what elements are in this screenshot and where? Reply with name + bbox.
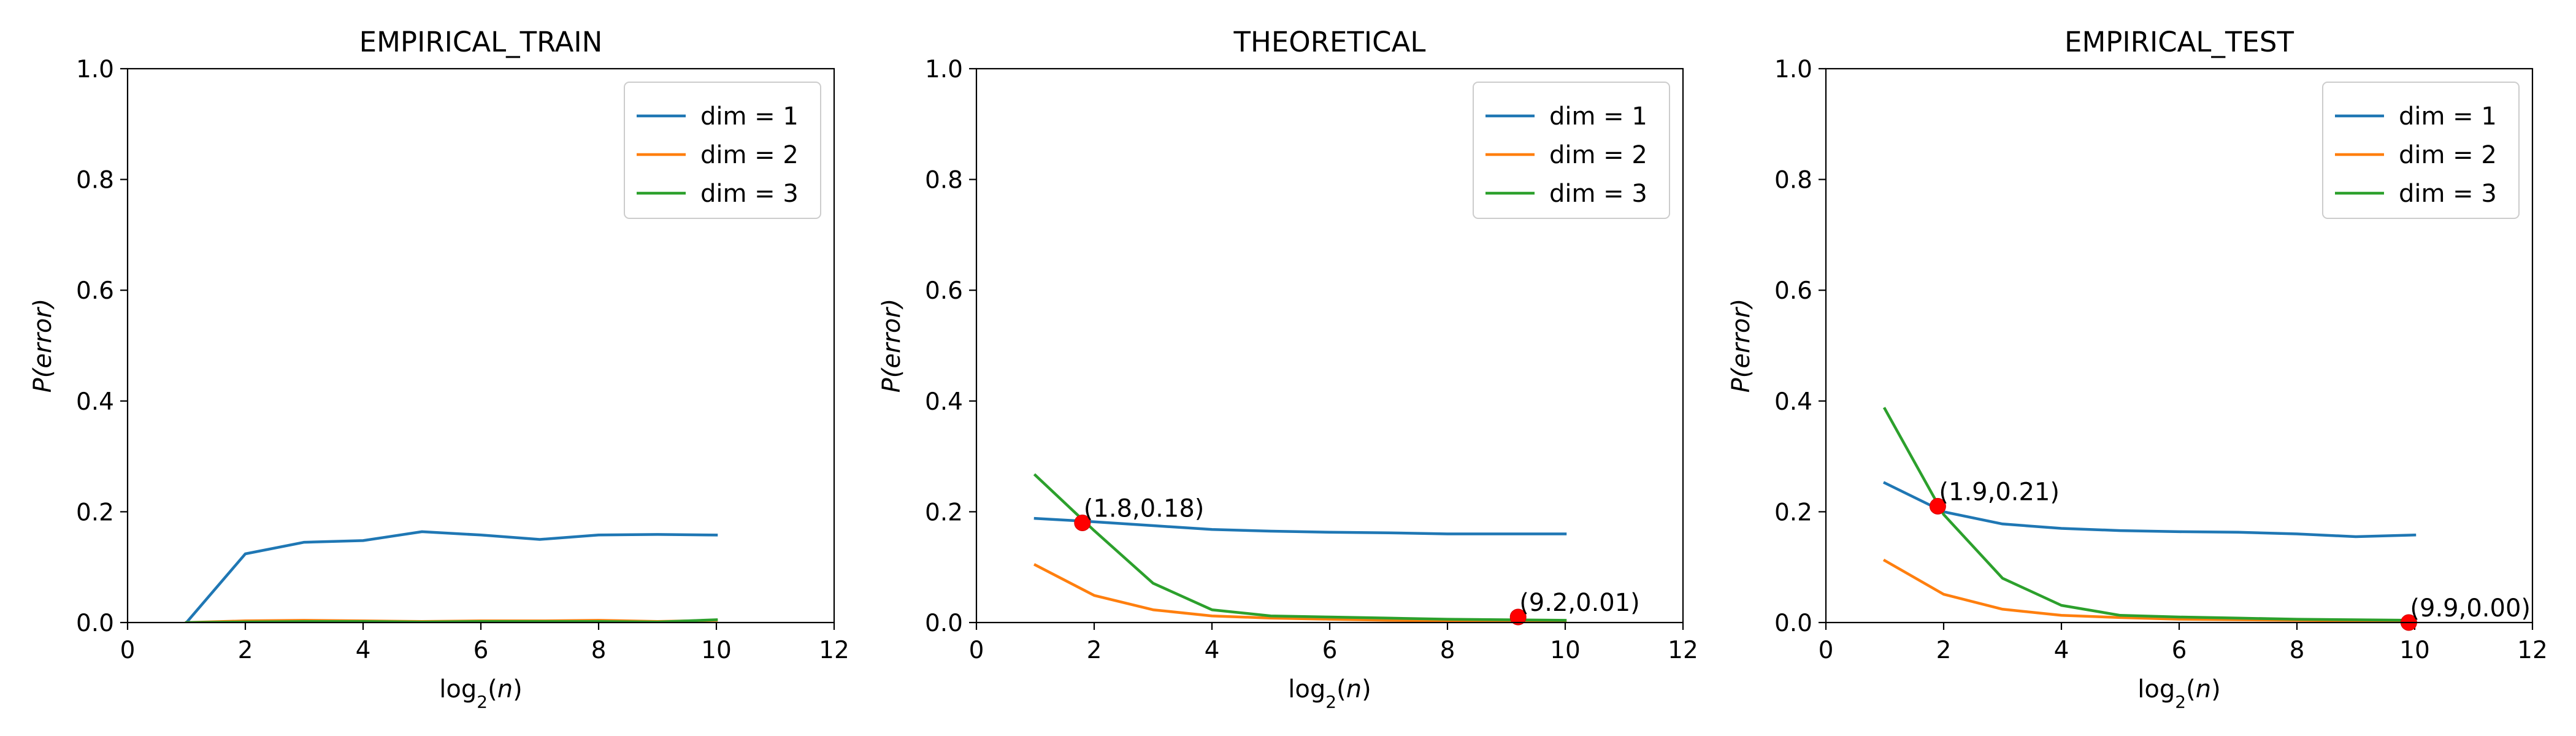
legend-label: dim = 2 [1549,141,1647,169]
annotation-point [1074,514,1091,531]
y-tick-label: 0.8 [76,167,114,194]
x-tick-label: 12 [2517,637,2548,664]
annotation-label: (1.9,0.21) [1939,478,2060,506]
y-tick-label: 0.8 [925,167,963,194]
x-tick-label: 10 [1550,637,1581,664]
x-tick-label: 4 [1205,637,1220,664]
chart-panel-3: EMPIRICAL_TEST 0 2 4 6 8 10 12 0.0 0.2 0.4 0.6 0.8 1.… [1727,26,2548,712]
annotation-point [1509,608,1527,626]
x-tick-label: 4 [356,637,371,664]
x-tick-label: 10 [2399,637,2430,664]
legend-label: dim = 2 [700,141,799,169]
y-axis-label: P(error) [29,299,57,393]
plot-area [185,530,718,623]
y-axis-label: P(error) [1727,299,1755,393]
x-axis-label: log2(n) [439,675,522,712]
series-line-3 [185,618,718,623]
chart-panel-1: EMPIRICAL_TRAIN 0 2 4 6 8 10 12 0.0 0.2 0.4 0.6 0.8 1… [29,26,849,712]
y-tick-label: 0.0 [76,610,114,637]
y-tick-label: 0.6 [1774,277,1812,305]
legend: dim = 1 dim = 2 dim = 3 [1473,82,1670,219]
y-tick-label: 1.0 [76,56,114,83]
y-tick-label: 0.0 [1774,610,1812,637]
legend-label: dim = 1 [700,102,799,131]
chart-title: EMPIRICAL_TEST [2064,26,2294,58]
legend-label: dim = 1 [1549,102,1647,131]
x-axis-label: log2(n) [2137,675,2220,712]
x-tick-label: 2 [1936,637,1952,664]
x-tick-label: 12 [1668,637,1698,664]
axes-frame [975,67,1684,624]
x-tick-label: 0 [120,637,136,664]
x-tick-label: 6 [473,637,489,664]
x-axis-label: log2(n) [1288,675,1371,712]
legend-label: dim = 3 [700,180,799,208]
y-tick-label: 1.0 [1774,56,1812,83]
x-tick-label: 0 [969,637,984,664]
legend-label: dim = 3 [1549,180,1647,208]
series-line-1 [1033,516,1567,535]
series-line-3 [1033,473,1567,622]
y-tick-label: 0.2 [1774,499,1812,526]
y-tick-label: 0.8 [1774,167,1812,194]
legend-label: dim = 1 [2399,102,2497,131]
series-line-2 [1033,563,1567,623]
annotation-label: (1.8,0.18) [1084,494,1205,523]
x-tick-label: 12 [819,637,849,664]
x-tick-label: 0 [1819,637,1834,664]
legend: dim = 1 dim = 2 dim = 3 [2322,82,2520,219]
y-tick-label: 1.0 [925,56,963,83]
y-tick-label: 0.6 [76,277,114,305]
chart-panel-2: THEORETICAL 0 2 4 6 8 10 12 0.0 0.2 0.4 0.6 0.8 1.0 lo… [878,26,1698,712]
y-tick-label: 0.0 [925,610,963,637]
annotation-label: (9.9,0.00) [2410,594,2531,623]
y-tick-label: 0.4 [76,388,114,416]
y-tick-label: 0.2 [76,499,114,526]
axes-frame [1825,67,2534,624]
series-line-2 [1882,558,2417,623]
x-tick-label: 8 [591,637,607,664]
x-tick-label: 8 [1440,637,1455,664]
chart-title: EMPIRICAL_TRAIN [359,26,603,58]
series-line-3 [1882,407,2417,622]
axes-frame [126,67,835,624]
x-tick-label: 6 [2172,637,2187,664]
y-tick-label: 0.4 [925,388,963,416]
x-tick-label: 10 [701,637,732,664]
x-tick-label: 2 [1087,637,1102,664]
x-tick-label: 4 [2054,637,2069,664]
annotation-label: (9.2,0.01) [1519,589,1640,617]
y-tick-label: 0.2 [925,499,963,526]
y-axis-label: P(error) [878,299,906,393]
annotation-point [1929,497,1946,515]
y-tick-label: 0.4 [1774,388,1812,416]
chart-title: THEORETICAL [1233,26,1426,58]
legend: dim = 1 dim = 2 dim = 3 [624,82,821,219]
x-tick-label: 6 [1322,637,1338,664]
plot-area [1882,407,2417,623]
legend-label: dim = 2 [2399,141,2497,169]
series-line-1 [1882,481,2417,539]
legend-label: dim = 3 [2399,180,2497,208]
x-tick-label: 2 [238,637,253,664]
y-tick-label: 0.6 [925,277,963,305]
series-line-1 [185,530,718,623]
plot-area [1033,473,1567,623]
x-tick-label: 8 [2290,637,2305,664]
